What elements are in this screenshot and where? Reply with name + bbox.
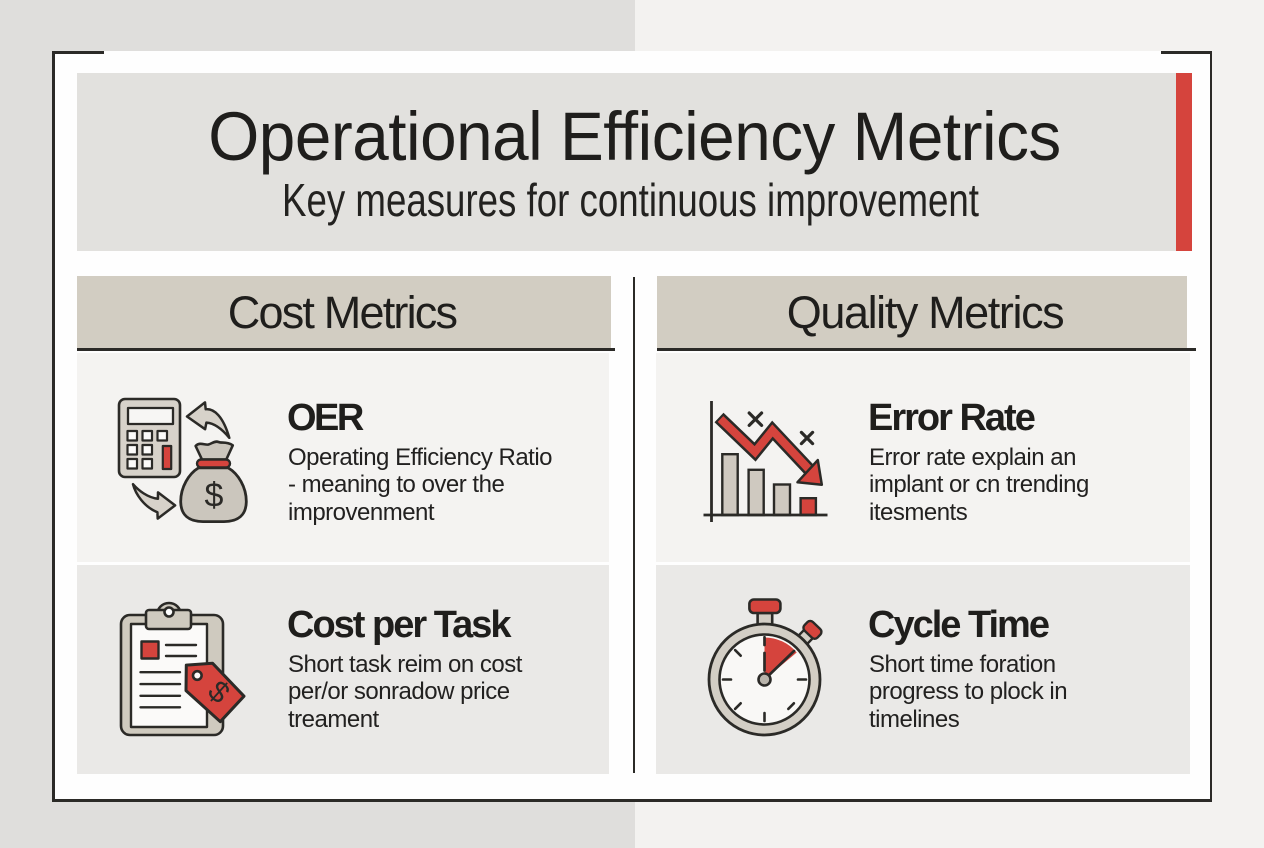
svg-text:$: $ xyxy=(205,477,224,515)
